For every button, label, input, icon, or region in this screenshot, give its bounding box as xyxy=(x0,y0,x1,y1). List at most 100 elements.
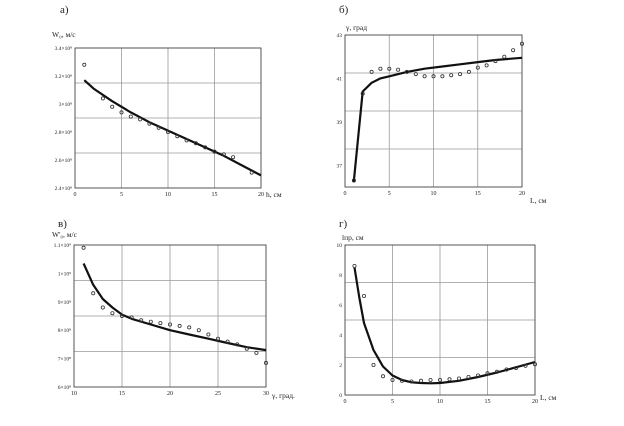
y-tick-label: 4 xyxy=(339,333,342,339)
plot-frame xyxy=(73,244,267,388)
data-point xyxy=(520,41,525,46)
data-point xyxy=(456,376,461,381)
chart-panel-2: 0 5 10 15 20 37 39 41 43 б) γ, град L, см xyxy=(337,4,547,205)
x-tick-label: 5 xyxy=(391,399,394,405)
panel-label: а) xyxy=(60,4,69,16)
plot-frame xyxy=(74,47,262,189)
x-tick-label: 0 xyxy=(74,192,77,198)
panel-label: г) xyxy=(339,218,348,230)
y-axis-label: lпр, см xyxy=(342,233,364,242)
y-tick-label: 8×10⁸ xyxy=(58,328,71,334)
y-tick-label: 2.6×10⁸ xyxy=(55,158,72,164)
data-point xyxy=(390,377,395,382)
data-point xyxy=(361,293,366,298)
data-point xyxy=(475,65,480,70)
model-curve xyxy=(82,263,267,352)
data-point xyxy=(351,178,356,183)
data-point xyxy=(91,291,96,296)
data-point xyxy=(533,362,538,367)
data-point xyxy=(422,74,427,79)
y-axis-label: γ, град xyxy=(345,23,367,32)
data-point xyxy=(177,323,182,328)
model-curve xyxy=(352,56,523,181)
data-point xyxy=(511,48,516,53)
data-point xyxy=(235,342,240,347)
y-tick-label: 9×10⁸ xyxy=(58,300,71,306)
gridlines xyxy=(75,48,261,188)
data-point xyxy=(437,377,442,382)
data-point xyxy=(231,155,236,160)
x-tick-label: 20 xyxy=(532,399,538,405)
data-point xyxy=(263,360,268,365)
x-tick-label: 10 xyxy=(431,191,437,197)
data-point xyxy=(466,69,471,74)
model-curve xyxy=(353,267,536,385)
data-point xyxy=(148,319,153,324)
y-tick-label: 3×10⁸ xyxy=(59,102,72,108)
data-point xyxy=(81,245,86,250)
data-point xyxy=(485,371,490,376)
data-point xyxy=(221,152,226,157)
data-point xyxy=(156,125,161,130)
data-point xyxy=(129,315,134,320)
y-tick-label: 0 xyxy=(339,393,342,399)
data-point xyxy=(418,378,423,383)
x-tick-label: 30 xyxy=(263,391,269,397)
y-tick-label: 6 xyxy=(339,303,342,309)
x-tick-label: 20 xyxy=(519,191,525,197)
plot-frame xyxy=(344,34,523,188)
data-point xyxy=(187,325,192,330)
y-axis-label: W'₀, м/с xyxy=(52,230,78,239)
data-point xyxy=(502,54,507,59)
data-point xyxy=(193,141,198,146)
data-point xyxy=(378,66,383,71)
data-point xyxy=(203,145,208,150)
x-axis-label: h, см xyxy=(266,190,282,199)
y-tick-label: 3.2×10⁸ xyxy=(55,74,72,80)
y-tick-label: 2.4×10⁸ xyxy=(55,186,72,192)
y-tick-label: 6×10⁸ xyxy=(58,385,71,391)
y-tick-label: 3.4×10⁸ xyxy=(55,46,72,52)
x-tick-label: 25 xyxy=(215,391,221,397)
data-point xyxy=(100,305,105,310)
data-point xyxy=(466,374,471,379)
y-tick-label: 41 xyxy=(337,76,343,82)
data-point xyxy=(249,170,254,175)
y-tick-label: 8 xyxy=(339,273,342,279)
gridlines xyxy=(345,245,535,395)
x-tick-label: 10 xyxy=(71,391,77,397)
data-point xyxy=(404,69,409,74)
data-point xyxy=(167,322,172,327)
x-axis-label: γ, град. xyxy=(271,391,295,400)
data-point xyxy=(158,321,163,326)
data-point xyxy=(138,117,143,122)
data-point xyxy=(196,328,201,333)
x-tick-label: 20 xyxy=(258,192,264,198)
data-point xyxy=(396,67,401,72)
data-point xyxy=(484,63,489,68)
data-point xyxy=(380,374,385,379)
y-tick-label: 10 xyxy=(337,243,343,249)
data-point xyxy=(514,365,519,370)
data-point xyxy=(147,121,152,126)
data-point xyxy=(523,363,528,368)
x-tick-label: 0 xyxy=(344,191,347,197)
data-point xyxy=(175,134,180,139)
x-tick-label: 20 xyxy=(167,391,173,397)
data-point xyxy=(165,129,170,134)
data-point xyxy=(119,110,124,115)
data-point xyxy=(254,350,259,355)
data-point xyxy=(82,62,87,67)
data-point xyxy=(110,104,115,109)
data-point xyxy=(369,69,374,74)
y-tick-label: 1.1×10⁹ xyxy=(54,243,71,249)
chart-panel-1: 0 5 10 15 20 2.4×10⁸ 2.6×10⁸ 2.8×10⁸ 3×10⁸ 3.2×10… xyxy=(52,4,282,199)
data-point xyxy=(413,72,418,77)
y-tick-label: 1×10⁹ xyxy=(58,271,71,277)
data-point xyxy=(120,313,125,318)
data-point xyxy=(215,336,220,341)
x-tick-label: 5 xyxy=(120,192,123,198)
x-tick-label: 15 xyxy=(212,192,218,198)
data-point xyxy=(100,96,105,101)
